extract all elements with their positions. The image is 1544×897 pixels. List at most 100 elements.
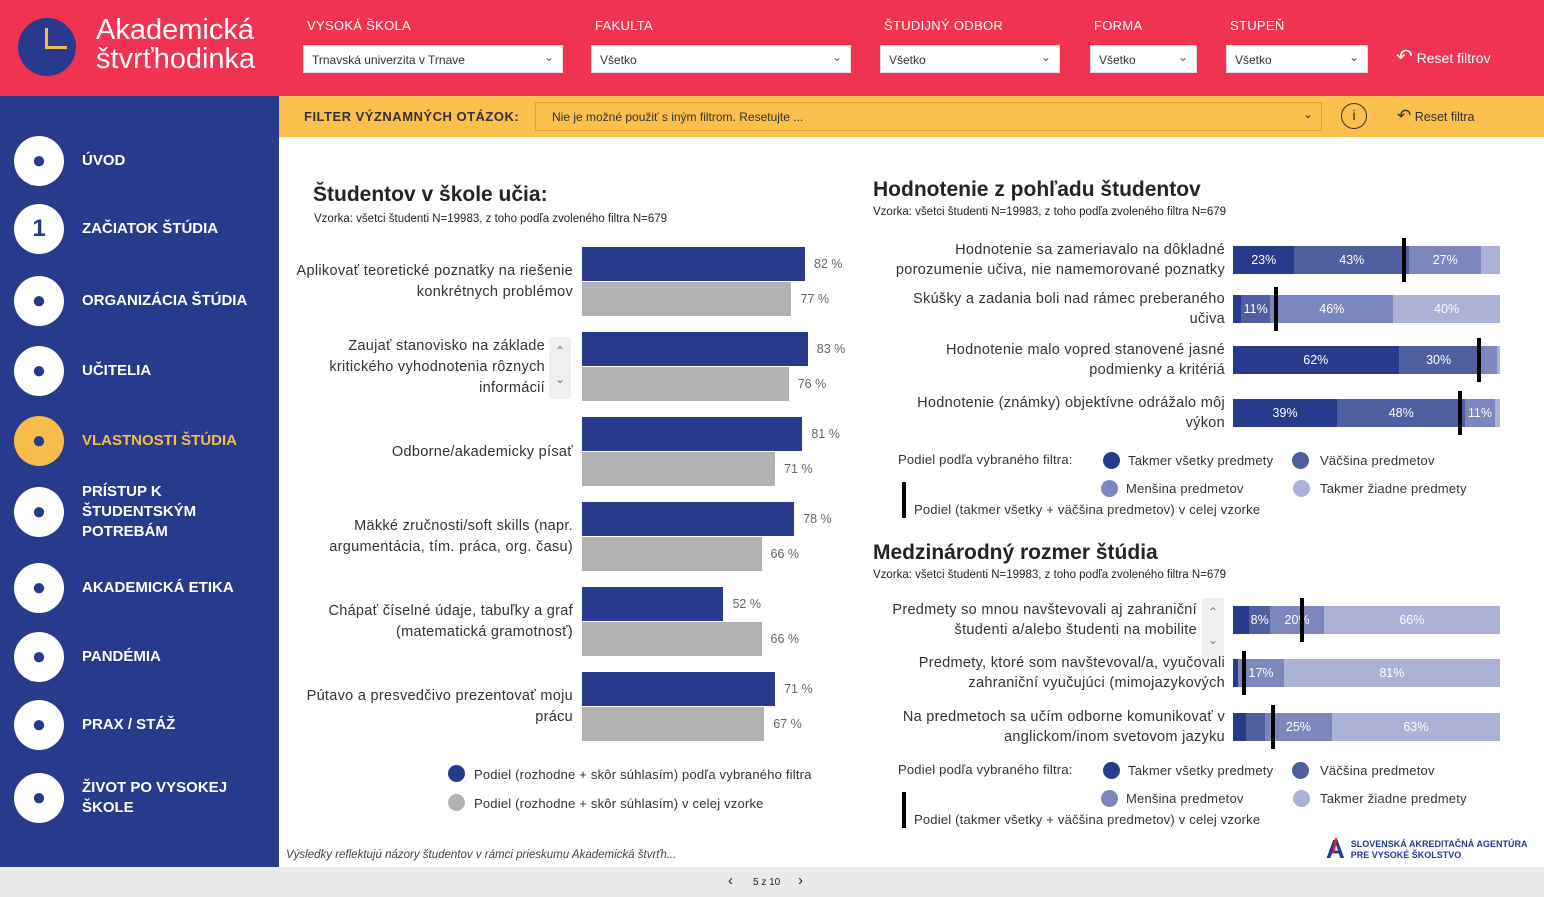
category-label: Odborne/akademicky písať (391, 443, 573, 460)
sidebar-item-label: PRÍSTUP K ŠTUDENTSKÝM POTREBÁM (82, 483, 197, 540)
bar-total (582, 537, 762, 571)
legend-total-label: Podiel (rozhodne + skôr súhlasím) v cele… (474, 796, 764, 811)
sidebar-item[interactable]: ● VLASTNOSTI ŠTÚDIA (14, 416, 274, 466)
total-marker (1300, 598, 1305, 642)
sidebar-item-label: UČITELIA (82, 362, 152, 379)
clock-logo-icon (18, 18, 76, 76)
value-label: 52 % (732, 597, 761, 611)
undo-icon: ↶ (1397, 106, 1412, 125)
filter-value: Všetko (600, 53, 637, 67)
sidebar-item-label: PANDÉMIA (82, 648, 161, 665)
filter-dropdown[interactable]: Všetko ⌄ (591, 45, 851, 73)
app-logo-title: Akademická štvrťhodinka (96, 14, 256, 75)
total-marker (1241, 651, 1246, 695)
reset-filters-button[interactable]: ↶ Reset filtrov (1396, 46, 1491, 68)
next-page-button[interactable]: › (798, 872, 803, 889)
value-label: 82 % (814, 257, 843, 271)
legend-prefix: Podiel podľa vybraného filtra: (898, 762, 1073, 777)
filter-dropdown[interactable]: Všetko ⌄ (1226, 45, 1368, 73)
footnote: Výsledky reflektujú názory študentov v r… (286, 849, 677, 861)
sidebar-item-label: ÚVOD (82, 152, 126, 169)
previous-page-button[interactable]: ‹ (728, 872, 733, 889)
category-label: Chápať číselné údaje, tabuľky a graf (ma… (328, 603, 573, 640)
category-label: Skúšky a zadania boli nad rámec preberan… (913, 291, 1225, 327)
filter-label: VYSOKÁ ŠKOLA (307, 18, 412, 33)
bar-segment: 39% (1233, 399, 1338, 427)
undo-icon: ↶ (1396, 46, 1413, 68)
sidebar-item-label: VLASTNOSTI ŠTÚDIA (82, 432, 238, 449)
chevron-down-icon: ⌄ (1040, 50, 1051, 64)
bar-segment: 20% (1270, 606, 1324, 634)
legend-dot (1101, 480, 1118, 497)
legend-label: Menšina predmetov (1126, 481, 1244, 496)
header: Akademická štvrťhodinka ↶ Reset filtrov V… (0, 0, 1544, 96)
legend-filter-label: Podiel (rozhodne + skôr súhlasím) podľa … (474, 767, 812, 782)
legend-dot (1293, 480, 1310, 497)
sidebar-item[interactable]: ● PANDÉMIA (14, 632, 274, 682)
bar-segment: 81% (1283, 659, 1500, 687)
bar-segment (1497, 346, 1500, 374)
reset-question-filter-button[interactable]: ↶ Reset filtra (1397, 106, 1475, 125)
questions-filter-dropdown[interactable]: Nie je možné použiť s iným filtrom. Rese… (535, 102, 1322, 131)
graduate-icon: ● (14, 773, 64, 823)
bar-segment (1246, 713, 1266, 741)
label-scrollbar[interactable]: ⌃ ⌄ (549, 337, 571, 399)
legend-marker-icon (902, 482, 906, 518)
bar-segment: 40% (1393, 295, 1500, 323)
sidebar-item[interactable]: ● AKADEMICKÁ ETIKA (14, 563, 274, 613)
bar-segment: 25% (1265, 713, 1332, 741)
bar-segment: 23% (1233, 246, 1295, 274)
sidebar-item-label: AKADEMICKÁ ETIKA (82, 579, 234, 596)
bar-segment: 30% (1398, 346, 1479, 374)
chart-subtitle: Vzorka: všetci študenti N=19983, z toho … (873, 569, 1227, 581)
bar-filter (582, 332, 808, 366)
legend-marker-label: Podiel (takmer všetky + väčšina predmeto… (914, 812, 1261, 827)
network-icon: ● (14, 276, 64, 326)
sidebar-item[interactable]: ● PRÍSTUP K ŠTUDENTSKÝM POTREBÁM (14, 482, 274, 542)
value-label: 77 % (800, 292, 829, 306)
chevron-down-icon: ⌄ (831, 50, 842, 64)
category-label: Predmety so mnou navštevovali aj zahrani… (892, 602, 1197, 638)
questions-filter-label: FILTER VÝZNAMNÝCH OTÁZOK: (304, 109, 520, 124)
chart-title: Študentov v škole učia: (313, 183, 548, 206)
worker-icon: ● (14, 700, 64, 750)
bar-filter (582, 672, 776, 706)
filter-value: Všetko (889, 53, 926, 67)
legend-label: Menšina predmetov (1126, 791, 1244, 806)
legend-label: Takmer žiadne predmety (1320, 791, 1467, 806)
value-label: 76 % (797, 377, 827, 391)
filter-dropdown[interactable]: Trnavská univerzita v Trnave ⌄ (303, 45, 563, 73)
bar-segment (1494, 399, 1500, 427)
value-label: 81 % (811, 427, 840, 441)
sidebar-item[interactable]: 1 ZAČIATOK ŠTÚDIA (14, 204, 274, 254)
sidebar-item[interactable]: ● UČITELIA (14, 346, 274, 396)
agency-name-line2: PRE VYSOKÉ ŠKOLSTVO (1350, 849, 1462, 860)
category-label: Na predmetoch sa učím odborne komunikova… (902, 709, 1225, 745)
legend-marker-label: Podiel (takmer všetky + väčšina predmeto… (914, 502, 1261, 517)
legend-label: Takmer žiadne predmety (1320, 481, 1467, 496)
bar-segment: 11% (1241, 295, 1271, 323)
bar-segment (1233, 606, 1250, 634)
filter-dropdown[interactable]: Všetko ⌄ (1090, 45, 1197, 73)
info-icon[interactable]: i (1341, 103, 1367, 129)
value-label: 78 % (803, 512, 832, 526)
sidebar-item[interactable]: ● ÚVOD (14, 136, 274, 186)
bar-segment: 43% (1294, 246, 1410, 274)
sidebar-item[interactable]: ● ORGANIZÁCIA ŠTÚDIA (14, 276, 274, 326)
filter-label: STUPEŇ (1230, 18, 1285, 33)
bar-filter (582, 587, 724, 621)
bar-total (582, 282, 792, 316)
value-label: 66 % (770, 632, 800, 646)
total-marker (1457, 391, 1462, 435)
sidebar-item-label: PRAX / STÁŽ (82, 716, 176, 733)
category-label: Hodnotenie malo vopred stanovené jasné p… (945, 342, 1225, 378)
sidebar-item[interactable]: ● ŽIVOT PO VYSOKEJ ŠKOLE (14, 773, 274, 823)
chart-subtitle: Vzorka: všetci študenti N=19983, z toho … (314, 213, 668, 225)
sidebar-item[interactable]: ● PRAX / STÁŽ (14, 700, 274, 750)
bar-segment: 17% (1238, 659, 1284, 687)
filter-dropdown[interactable]: Všetko ⌄ (880, 45, 1060, 73)
total-marker (1273, 287, 1278, 331)
legend-filter-dot (448, 765, 465, 782)
label-scrollbar[interactable]: ⌃ ⌄ (1202, 598, 1224, 660)
bar-filter (582, 417, 803, 451)
